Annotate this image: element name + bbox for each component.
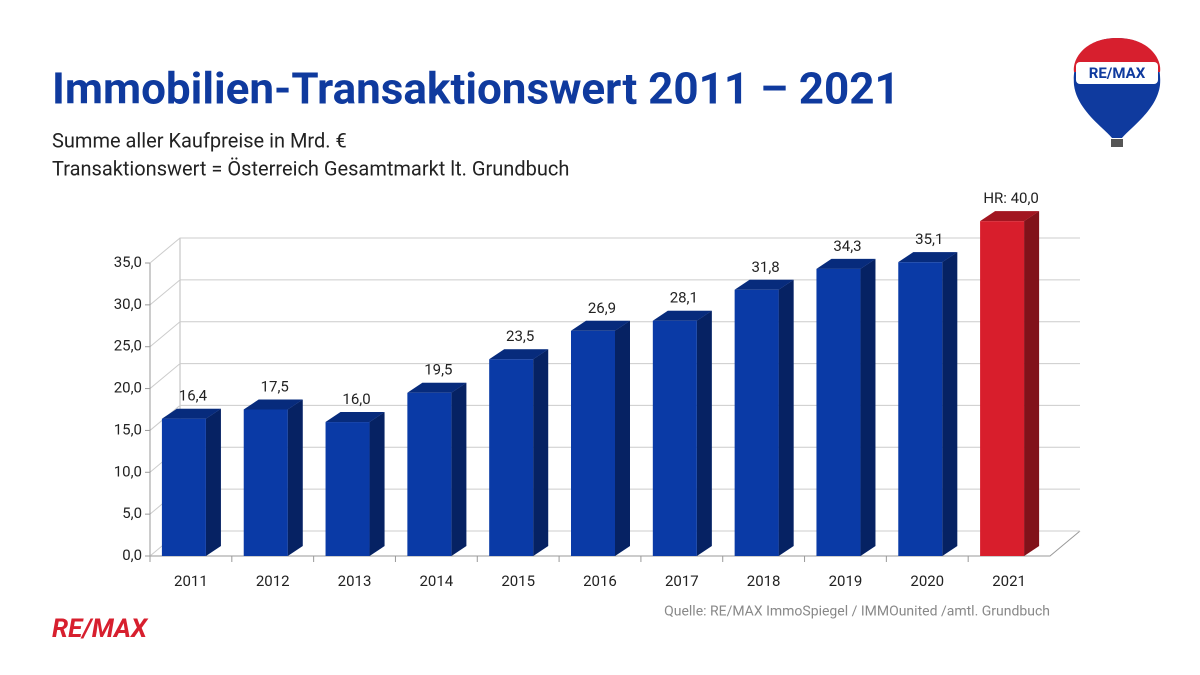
bar — [816, 268, 861, 556]
value-label: HR: 40,0 — [983, 189, 1039, 207]
value-label: 35,1 — [915, 230, 943, 248]
x-tick-label: 2016 — [583, 572, 617, 590]
y-tick-label: 10,0 — [114, 462, 142, 480]
bar-top-shade — [898, 252, 958, 263]
bar-side — [696, 310, 712, 556]
grid-line — [149, 237, 1080, 264]
balloon: RE/MAX — [1073, 38, 1161, 147]
bar — [407, 392, 452, 556]
bar-top-shade — [734, 279, 794, 290]
bar-side-shade — [615, 320, 630, 556]
bar-side-shade — [451, 382, 467, 556]
bar — [325, 422, 370, 556]
x-tick-label: 2011 — [174, 572, 208, 590]
bar — [734, 289, 779, 556]
value-label: 28,1 — [670, 289, 698, 307]
x-tick-label: 2017 — [665, 572, 699, 590]
x-tick-label: 2015 — [501, 572, 535, 590]
x-tick-label: 2021 — [992, 572, 1026, 590]
bar-side — [1024, 211, 1040, 556]
bar-top-shade — [161, 408, 221, 419]
bar-top — [407, 382, 467, 393]
bar — [243, 409, 288, 556]
bar-side-shade — [1024, 211, 1040, 556]
value-label: 31,8 — [752, 258, 780, 276]
bar-side — [451, 382, 467, 556]
value-label: 34,3 — [833, 237, 861, 255]
y-tick-label: 25,0 — [114, 337, 142, 355]
bar-top-shade — [489, 349, 549, 360]
bar — [489, 359, 534, 556]
bar-side — [533, 349, 549, 556]
bar-top-shade — [243, 399, 303, 410]
bar-side-shade — [287, 399, 303, 556]
y-tick-label: 35,0 — [114, 253, 142, 271]
bar-top — [816, 258, 876, 269]
bar — [161, 418, 206, 556]
bar-side — [205, 408, 221, 556]
y-tick-label: 15,0 — [114, 420, 142, 438]
bar-side-shade — [205, 408, 221, 556]
value-label: 19,5 — [424, 361, 452, 379]
value-label: 17,5 — [261, 377, 289, 395]
bar-side-shade — [778, 279, 794, 556]
y-tick-label: 5,0 — [122, 504, 142, 522]
subtitle: Transaktionswert = Österreich Gesamtmark… — [52, 156, 569, 180]
bar-top-shade — [571, 320, 630, 331]
bar-top-shade — [407, 382, 467, 393]
bar-side — [860, 258, 876, 556]
value-label: 16,4 — [179, 387, 208, 405]
bar-side — [942, 252, 958, 557]
x-tick-label: 2019 — [829, 572, 863, 590]
subtitle: Summe aller Kaufpreise in Mrd. € — [52, 128, 347, 152]
bar-top — [980, 211, 1040, 222]
bar-top — [325, 412, 385, 423]
y-tick-label: 20,0 — [114, 379, 142, 397]
source: Quelle: RE/MAX ImmoSpiegel / IMMOunited … — [664, 604, 1050, 620]
value-label: 26,9 — [588, 299, 616, 317]
bar-top — [243, 399, 303, 410]
bar-side-shade — [860, 258, 876, 556]
bar-top — [161, 408, 221, 419]
bar-top-shade — [816, 258, 876, 269]
bar-top-shade — [980, 211, 1040, 222]
bar-side-shade — [942, 252, 958, 557]
x-tick-label: 2020 — [910, 572, 944, 590]
bar — [571, 330, 615, 556]
balloon-logo: RE/MAX — [1089, 64, 1146, 82]
bar-side-shade — [533, 349, 549, 556]
value-label: 23,5 — [506, 327, 534, 345]
bar — [652, 320, 697, 556]
value-label: 16,0 — [342, 390, 370, 408]
y-tick-label: 30,0 — [114, 295, 142, 313]
x-tick-label: 2018 — [747, 572, 781, 590]
bar-top-shade — [325, 412, 385, 423]
bar-top — [652, 310, 712, 321]
x-tick-label: 2014 — [419, 572, 453, 590]
bar-side — [369, 412, 385, 556]
bar-side — [615, 320, 630, 556]
bar-side-shade — [369, 412, 385, 556]
y-tick-label: 0,0 — [122, 546, 142, 564]
bar-side — [778, 279, 794, 556]
chart-title: Immobilien-Transaktionswert 2011 – 2021 — [52, 63, 900, 115]
bar-side — [287, 399, 303, 556]
x-tick-label: 2013 — [338, 572, 372, 590]
x-tick-label: 2012 — [256, 572, 290, 590]
bar-top — [489, 349, 549, 360]
bar-side-shade — [696, 310, 712, 556]
bar-top — [571, 320, 630, 331]
bar-top-shade — [652, 310, 712, 321]
logo: RE/MAX — [52, 614, 149, 644]
bar-top — [898, 252, 958, 263]
bar — [980, 221, 1025, 556]
bar-top — [734, 279, 794, 290]
bar — [898, 262, 943, 556]
